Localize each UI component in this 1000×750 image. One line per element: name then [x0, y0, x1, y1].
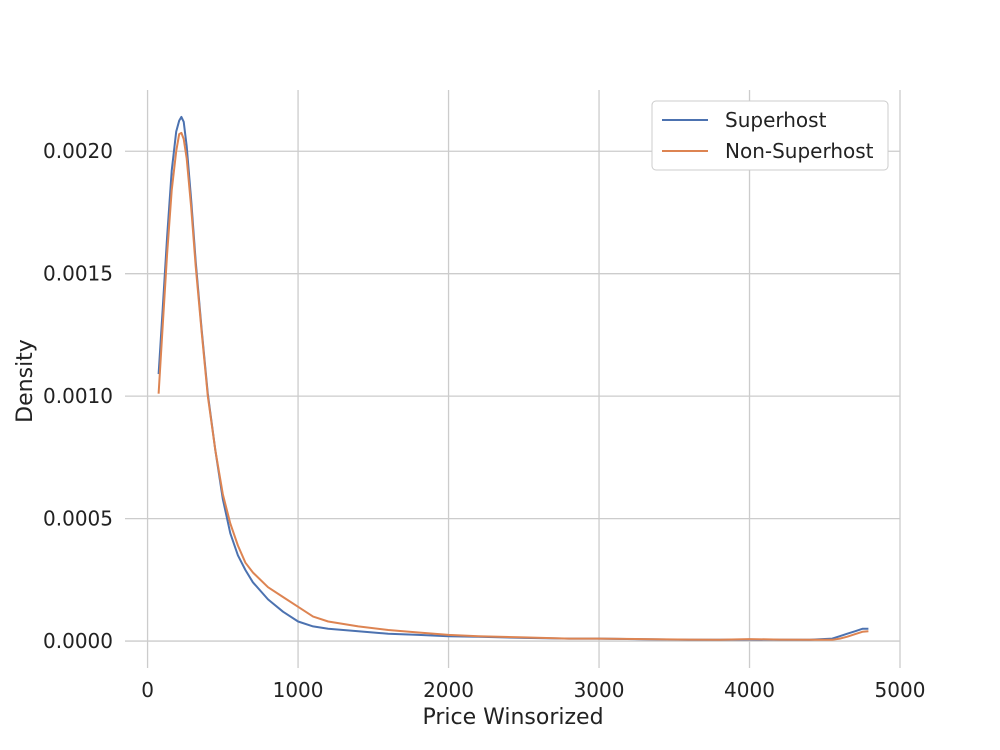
legend-box [651, 100, 889, 171]
series-line-superhost [157, 115, 869, 641]
tick-labels: 0 1000 2000 3000 4000 5000 0.0000 0.0005 0.0010 0… [43, 139, 925, 702]
legend-label-non-superhost: Non-Superhost [725, 139, 874, 163]
x-tick-label: 4000 [724, 678, 775, 702]
y-tick-label: 0.0000 [43, 629, 113, 653]
y-tick-label: 0.0010 [43, 384, 113, 408]
series-line-non-superhost [157, 131, 869, 641]
grid-lines [125, 90, 901, 668]
x-tick-label: 3000 [574, 678, 625, 702]
y-tick-label: 0.0015 [43, 262, 113, 286]
y-tick-label: 0.0005 [43, 507, 113, 531]
y-tick-label: 0.0020 [43, 139, 113, 163]
x-axis-label: Price Winsorized [422, 705, 603, 730]
legend: Superhost Non-Superhost [651, 100, 889, 171]
x-tick-label: 1000 [273, 678, 324, 702]
series-lines [157, 115, 869, 641]
legend-label-superhost: Superhost [725, 108, 827, 132]
x-tick-label: 5000 [875, 678, 926, 702]
x-tick-label: 2000 [423, 678, 474, 702]
y-axis-label: Density [13, 339, 38, 423]
x-tick-label: 0 [141, 678, 154, 702]
